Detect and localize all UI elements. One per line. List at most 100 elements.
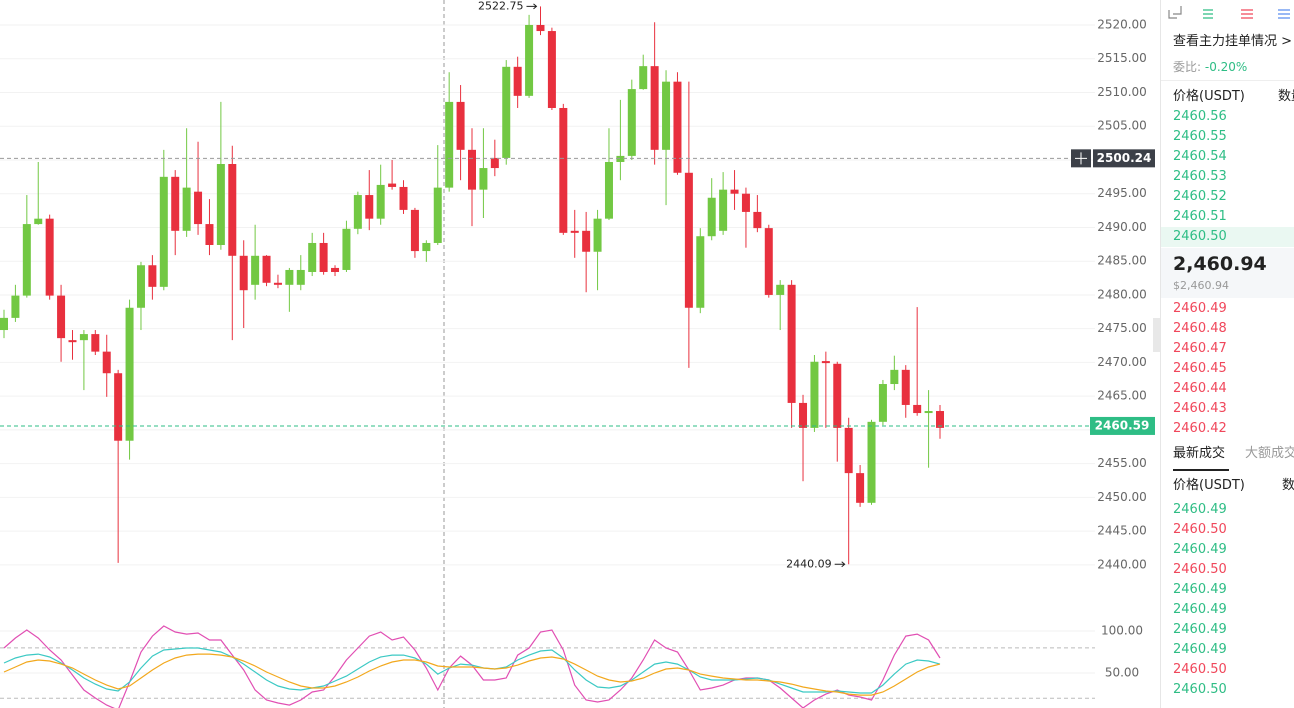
candle-body xyxy=(273,282,282,285)
ask-price: 2460.51 xyxy=(1173,209,1227,224)
indicator-tick-label: 50.00 xyxy=(1105,666,1139,680)
ask-price: 2460.53 xyxy=(1173,169,1227,184)
crosshair-add-icon xyxy=(1075,152,1087,165)
candle-body xyxy=(890,369,899,385)
last-price-box xyxy=(1161,248,1294,298)
ask-price: 2460.55 xyxy=(1173,129,1227,144)
candle-body xyxy=(159,176,168,287)
candle-body xyxy=(34,218,43,225)
candle-body xyxy=(456,101,465,150)
y-tick-label: 2470.00 xyxy=(1097,355,1147,369)
tab-icon[interactable] xyxy=(1203,9,1213,19)
candle-body xyxy=(194,191,203,225)
panel-tabs xyxy=(1168,6,1290,19)
y-tick-label: 2505.00 xyxy=(1097,119,1147,133)
candle-body xyxy=(559,107,568,233)
ask-price: 2460.56 xyxy=(1173,109,1227,124)
crosshair-price-box xyxy=(1093,149,1155,168)
candle-body xyxy=(422,242,431,252)
candle-body xyxy=(547,31,556,108)
candle-body xyxy=(650,66,659,150)
prompt[interactable]: 查看主力挂单情况 > xyxy=(1173,34,1293,49)
candle-body xyxy=(490,157,499,169)
trades-price-header: 价格(USDT) xyxy=(1173,478,1245,493)
y-tick-label: 2495.00 xyxy=(1097,186,1147,200)
candle-body xyxy=(776,284,785,295)
trades-amount-header: 数量 xyxy=(1282,478,1294,493)
divider xyxy=(1161,80,1294,81)
candle-body xyxy=(251,255,260,285)
candle-body xyxy=(205,224,214,245)
crosshair-price: 2500.24 xyxy=(1097,151,1152,165)
indicator-lines xyxy=(3,625,941,708)
candle-body xyxy=(513,66,522,96)
trade-price: 2460.49 xyxy=(1173,622,1227,637)
candle-body xyxy=(913,404,922,414)
ask-price: 2460.50 xyxy=(1161,227,1294,247)
extreme-arrow xyxy=(834,561,846,568)
candle-body xyxy=(924,411,933,414)
candle-body xyxy=(901,369,910,405)
candle-body xyxy=(604,161,613,219)
candle-body xyxy=(639,66,648,90)
bid-price: 2460.44 xyxy=(1173,381,1227,396)
candle-body xyxy=(308,242,317,272)
candle-body xyxy=(582,230,591,252)
candle-body xyxy=(410,209,419,252)
candle-body xyxy=(216,164,225,245)
candle-body xyxy=(593,218,602,252)
bid-price: 2460.49 xyxy=(1173,301,1227,316)
candle-body xyxy=(844,427,853,474)
trade-price: 2460.49 xyxy=(1173,602,1227,617)
candle-body xyxy=(662,81,671,150)
candle-body xyxy=(148,265,157,287)
last-price: 2,460.94 xyxy=(1173,253,1267,275)
y-tick-label: 2485.00 xyxy=(1097,254,1147,268)
candle-body xyxy=(376,184,385,219)
candle-body xyxy=(102,351,111,374)
bid-price: 2460.47 xyxy=(1173,341,1227,356)
candle-body xyxy=(342,228,351,270)
bid-price: 2460.43 xyxy=(1173,401,1227,416)
y-tick-label: 2510.00 xyxy=(1097,85,1147,99)
trade-price: 2460.49 xyxy=(1173,642,1227,657)
tab-icon[interactable] xyxy=(1278,9,1290,19)
candle-body xyxy=(730,189,739,194)
candle-body xyxy=(821,361,830,364)
ask-price: 2460.54 xyxy=(1173,149,1227,164)
ratio-label-text: 委比: xyxy=(1173,60,1202,74)
ratio: -0.20% xyxy=(1204,60,1248,74)
candle-body xyxy=(833,363,842,428)
candle-body xyxy=(627,89,636,156)
indicator-line xyxy=(3,647,941,694)
order-panel: 查看主力挂单情况 > 委比: -0.20% 价格(USDT) 数量 2460.5… xyxy=(1160,0,1294,708)
candle-body xyxy=(388,183,397,187)
candle-body xyxy=(719,189,728,231)
candle-body xyxy=(228,164,237,256)
candle-body xyxy=(445,101,454,188)
tab-icon[interactable] xyxy=(1168,6,1182,19)
extreme-label: 2522.75 xyxy=(478,0,524,12)
candle-body xyxy=(525,24,534,96)
candle-body xyxy=(433,187,442,243)
candle-body xyxy=(57,295,66,339)
trade-price: 2460.50 xyxy=(1173,562,1227,577)
trades-tab[interactable]: 大额成交 xyxy=(1245,446,1294,461)
candle-body xyxy=(570,230,579,233)
candle-body xyxy=(11,295,20,318)
candle-body xyxy=(810,361,819,428)
amount-header: 数量 xyxy=(1278,89,1294,104)
collapse-handle[interactable] xyxy=(1153,318,1160,352)
candle-body xyxy=(45,218,54,296)
price-header: 价格(USDT) xyxy=(1173,89,1245,104)
y-tick-label: 2440.00 xyxy=(1097,557,1147,571)
candle-body xyxy=(296,269,305,285)
y-tick-label: 2455.00 xyxy=(1097,456,1147,470)
trades-tab-active[interactable]: 最新成交 xyxy=(1173,446,1226,461)
trade-price: 2460.50 xyxy=(1173,682,1227,697)
candle-body xyxy=(79,334,88,341)
ask-price: 2460.52 xyxy=(1173,189,1227,204)
tab-icon[interactable] xyxy=(1241,9,1253,19)
y-tick-label: 2515.00 xyxy=(1097,51,1147,65)
